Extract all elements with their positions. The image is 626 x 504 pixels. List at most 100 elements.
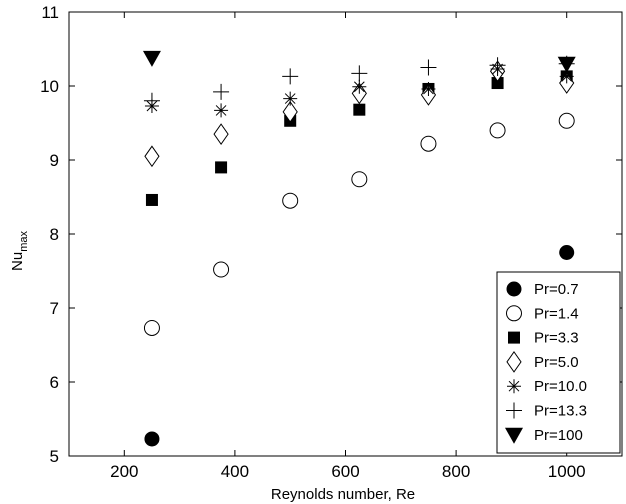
data-point xyxy=(491,77,504,90)
marker-shape xyxy=(214,103,229,118)
marker-shape xyxy=(557,56,576,73)
marker-shape xyxy=(508,331,520,344)
data-point xyxy=(421,81,436,96)
x-tick-label: 1000 xyxy=(548,462,586,481)
x-tick-label: 800 xyxy=(442,462,470,481)
y-tick-label: 9 xyxy=(50,151,59,170)
marker-shape xyxy=(213,83,230,100)
data-point xyxy=(142,50,161,67)
marker-shape xyxy=(143,319,160,336)
y-axis-title: Numax xyxy=(9,231,30,271)
marker-shape xyxy=(282,192,299,209)
data-point xyxy=(559,245,575,260)
legend-entry-label: Pr=100 xyxy=(534,427,583,444)
data-point xyxy=(559,69,574,84)
legend-entry-label: Pr=5.0 xyxy=(534,354,579,371)
marker-shape xyxy=(213,261,230,278)
data-point xyxy=(351,65,368,82)
marker-shape xyxy=(145,193,158,206)
data-point xyxy=(215,161,228,174)
data-point xyxy=(420,59,437,76)
marker-shape xyxy=(420,59,437,76)
data-point xyxy=(557,56,576,73)
legend-marker xyxy=(506,281,522,297)
legend-entry-label: Pr=13.3 xyxy=(534,403,587,420)
legend-entry-label: Pr=1.4 xyxy=(534,305,579,322)
marker-shape xyxy=(506,351,522,373)
marker-shape xyxy=(144,431,160,447)
marker-shape xyxy=(506,305,522,322)
data-point xyxy=(353,103,366,116)
data-point xyxy=(143,319,160,336)
legend-entry-label: Pr=3.3 xyxy=(534,330,579,347)
axes: 200 400 600 800 1000 5 6 7 8 9 10 11 xyxy=(40,3,623,481)
y-axis-title-main: Nu xyxy=(9,252,26,271)
legend-marker xyxy=(507,379,521,394)
series-pr-100 xyxy=(142,50,576,73)
data-point xyxy=(282,192,299,209)
marker-shape xyxy=(559,69,574,84)
marker-shape xyxy=(142,50,161,67)
y-axis-title-sub: max xyxy=(18,231,30,252)
data-point xyxy=(143,92,160,109)
data-point xyxy=(489,57,506,74)
data-point xyxy=(351,171,368,188)
series-pr-0-7 xyxy=(144,245,575,447)
marker-shape xyxy=(489,122,506,139)
data-point xyxy=(214,103,229,118)
legend-marker xyxy=(506,351,522,373)
marker-shape xyxy=(143,92,160,109)
marker-shape xyxy=(352,79,367,94)
marker-shape xyxy=(353,103,366,116)
marker-shape xyxy=(558,112,575,129)
marker-shape xyxy=(421,81,436,96)
series-pr-13-3 xyxy=(143,55,575,109)
legend-marker xyxy=(505,427,523,444)
data-point xyxy=(213,123,229,145)
y-tick-label: 6 xyxy=(50,373,59,392)
data-point xyxy=(282,101,298,123)
marker-shape xyxy=(507,379,521,394)
marker-shape xyxy=(144,145,160,168)
y-tick-label: 10 xyxy=(40,77,59,96)
data-point xyxy=(213,261,230,278)
series-pr-1-4 xyxy=(143,112,575,336)
legend: Pr=0.7 Pr=1.4 Pr=3.3 Pr=5.0 Pr=10.0 Pr=13.3 Pr… xyxy=(496,271,621,454)
y-tick-label: 5 xyxy=(50,447,59,466)
data-point xyxy=(420,135,437,152)
data-point xyxy=(283,91,298,106)
data-point xyxy=(145,193,158,206)
legend-entry-label: Pr=10.0 xyxy=(534,378,587,395)
y-tick-label: 11 xyxy=(41,3,59,22)
marker-shape xyxy=(559,245,575,260)
marker-shape xyxy=(489,57,506,74)
marker-shape xyxy=(351,65,368,82)
marker-shape xyxy=(420,135,437,152)
x-tick-label: 600 xyxy=(331,462,359,481)
x-axis-title: Reynolds number, Re xyxy=(271,486,415,503)
data-point xyxy=(144,145,160,168)
data-point xyxy=(489,122,506,139)
marker-shape xyxy=(282,101,298,123)
marker-shape xyxy=(506,402,522,419)
marker-shape xyxy=(282,68,299,85)
legend-entry-label: Pr=0.7 xyxy=(534,281,579,298)
legend-marker xyxy=(508,331,520,344)
marker-shape xyxy=(215,161,228,174)
marker-shape xyxy=(213,123,229,145)
x-tick-label: 400 xyxy=(221,462,249,481)
marker-shape xyxy=(351,171,368,188)
data-point xyxy=(352,79,367,94)
x-tick-label: 200 xyxy=(110,462,138,481)
data-point xyxy=(144,431,160,447)
marker-shape xyxy=(505,427,523,444)
data-points xyxy=(142,50,576,447)
marker-shape xyxy=(506,281,522,297)
y-tick-label: 7 xyxy=(50,299,59,318)
y-tick-label: 8 xyxy=(50,225,59,244)
data-point xyxy=(558,112,575,129)
data-point xyxy=(282,68,299,85)
legend-marker xyxy=(506,305,522,322)
marker-shape xyxy=(491,77,504,90)
